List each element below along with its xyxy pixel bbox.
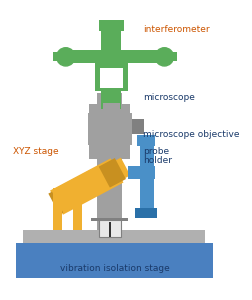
Bar [131,119,144,134]
Bar [53,188,62,230]
Bar [62,50,162,63]
Bar [89,104,129,159]
Bar [87,113,131,146]
Bar [16,243,212,278]
Bar [127,167,155,179]
Bar [100,159,122,196]
Bar [98,158,125,188]
Bar [136,135,155,146]
Text: probe: probe [143,147,169,156]
Bar [91,218,127,221]
Bar [56,52,84,62]
Bar [97,93,122,230]
Text: vibration isolation stage: vibration isolation stage [60,264,169,273]
Bar [98,220,120,237]
Text: microscope objective: microscope objective [143,130,239,139]
Bar [53,52,67,62]
Text: holder: holder [143,157,172,166]
Bar [52,158,130,212]
Bar [108,222,110,237]
Bar [103,103,119,230]
Text: microscope: microscope [143,92,195,101]
Bar [135,208,156,218]
Bar [99,68,123,88]
Bar [48,186,74,214]
Circle shape [56,48,75,66]
Bar [98,20,124,31]
Bar [158,52,176,62]
Bar [139,146,154,214]
Bar [23,230,205,243]
Circle shape [155,48,173,66]
Bar [136,52,164,62]
Bar [94,63,127,91]
Bar [73,203,82,230]
Bar [51,169,103,213]
Text: XYZ stage: XYZ stage [13,147,58,156]
Bar [101,28,121,50]
Text: interferometer: interferometer [143,25,209,34]
Bar [50,158,123,215]
Bar [101,54,121,82]
Bar [101,86,121,109]
